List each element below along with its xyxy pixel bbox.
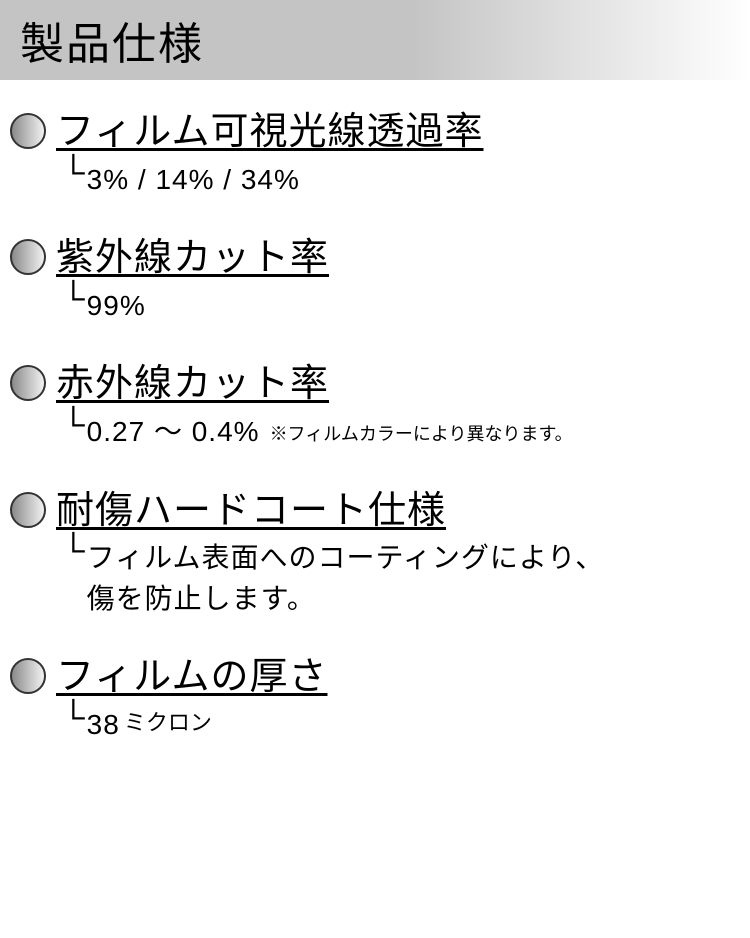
- spec-value: 38: [87, 705, 120, 746]
- spec-body: フィルム可視光線透過率 └ 3% / 14% / 34%: [56, 110, 740, 200]
- l-mark-icon: └: [62, 156, 85, 188]
- spec-title: 赤外線カット率: [56, 362, 740, 408]
- spec-body: 耐傷ハードコート仕様 └ フィルム表面へのコーティングにより、傷を防止します。: [56, 489, 740, 620]
- header-bar: 製品仕様: [0, 0, 750, 80]
- spec-value: 0.27 〜 0.4%: [87, 412, 260, 453]
- spec-body: 赤外線カット率 └ 0.27 〜 0.4% ※フィルムカラーにより異なります。: [56, 362, 740, 452]
- bullet-icon: [10, 239, 46, 275]
- bullet-icon: [10, 492, 46, 528]
- spec-value-row: └ 99%: [62, 286, 740, 327]
- spec-value: 3% / 14% / 34%: [87, 160, 300, 201]
- bullet-icon: [10, 658, 46, 694]
- bullet-icon: [10, 113, 46, 149]
- spec-title: 紫外線カット率: [56, 236, 740, 282]
- spec-value-suffix: ミクロン: [124, 705, 212, 737]
- spec-item: 紫外線カット率 └ 99%: [10, 236, 740, 326]
- spec-body: フィルムの厚さ └ 38 ミクロン: [56, 655, 740, 745]
- spec-note: ※フィルムカラーにより異なります。: [270, 420, 573, 446]
- spec-value: 99%: [87, 286, 146, 327]
- l-mark-icon: └: [62, 701, 85, 733]
- l-mark-icon: └: [62, 282, 85, 314]
- spec-item: フィルムの厚さ └ 38 ミクロン: [10, 655, 740, 745]
- spec-body: 紫外線カット率 └ 99%: [56, 236, 740, 326]
- l-mark-icon: └: [62, 408, 85, 440]
- spec-value-row: └ 38 ミクロン: [62, 705, 740, 746]
- spec-value-row: └ フィルム表面へのコーティングにより、傷を防止します。: [62, 538, 740, 619]
- spec-item: 耐傷ハードコート仕様 └ フィルム表面へのコーティングにより、傷を防止します。: [10, 489, 740, 620]
- spec-title: フィルム可視光線透過率: [56, 110, 740, 156]
- l-mark-icon: └: [62, 534, 85, 566]
- spec-value-row: └ 0.27 〜 0.4% ※フィルムカラーにより異なります。: [62, 412, 740, 453]
- spec-title: 耐傷ハードコート仕様: [56, 489, 740, 535]
- page-title: 製品仕様: [20, 20, 204, 69]
- spec-list: フィルム可視光線透過率 └ 3% / 14% / 34% 紫外線カット率 └ 9…: [0, 80, 750, 792]
- spec-value: フィルム表面へのコーティングにより、傷を防止します。: [87, 538, 605, 619]
- spec-item: 赤外線カット率 └ 0.27 〜 0.4% ※フィルムカラーにより異なります。: [10, 362, 740, 452]
- spec-title: フィルムの厚さ: [56, 655, 740, 701]
- spec-value-row: └ 3% / 14% / 34%: [62, 160, 740, 201]
- spec-item: フィルム可視光線透過率 └ 3% / 14% / 34%: [10, 110, 740, 200]
- bullet-icon: [10, 365, 46, 401]
